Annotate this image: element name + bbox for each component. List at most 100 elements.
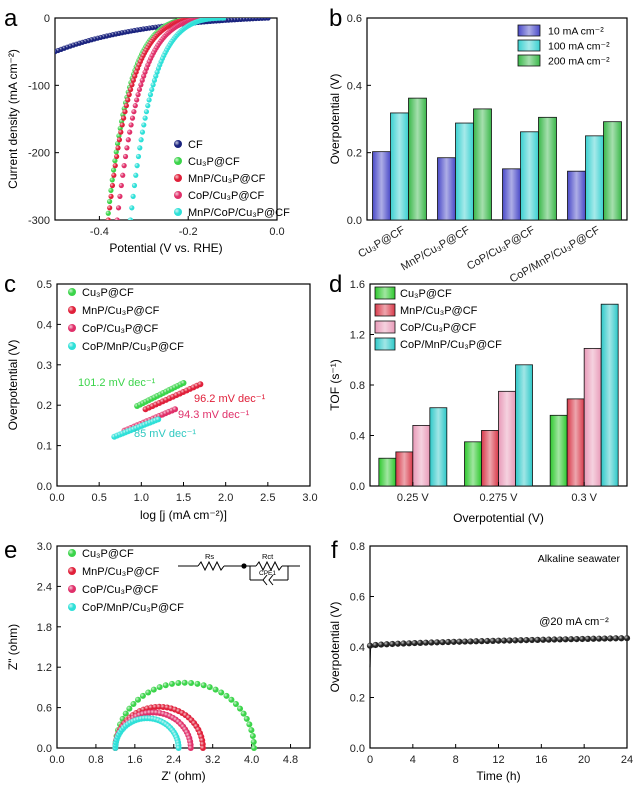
- data-point: [153, 73, 159, 79]
- data-point: [145, 103, 151, 109]
- data-point: [150, 82, 156, 88]
- data-point: [134, 163, 140, 169]
- data-point: [473, 638, 480, 645]
- data-point: [142, 115, 148, 121]
- data-point: [162, 682, 169, 689]
- data-point: [172, 406, 179, 413]
- y-tick-label: 0.4: [350, 642, 365, 654]
- data-point: [478, 638, 485, 645]
- bar: [520, 131, 539, 221]
- data-point: [149, 86, 155, 93]
- data-point: [135, 153, 142, 160]
- data-point: [112, 158, 118, 164]
- y-tick-label: -300: [28, 215, 50, 227]
- x-tick-label: 1.5: [176, 492, 191, 504]
- panel-a-axes: -300 -200 -100 0 -0.4 -0.2 0.0: [28, 13, 285, 238]
- x-tick-label: -0.4: [90, 226, 109, 238]
- data-point: [568, 636, 575, 643]
- y-tick-label: 0.6: [37, 703, 52, 715]
- data-point: [129, 82, 135, 88]
- data-point: [579, 635, 586, 643]
- data-point: [517, 637, 524, 644]
- y-tick-label: 1.2: [350, 330, 365, 342]
- data-point: [122, 153, 129, 160]
- panel-b-legend: 10 mA cm⁻² 100 mA cm⁻² 200 mA cm⁻²: [513, 20, 625, 70]
- y-tick-label: 1.2: [37, 662, 52, 674]
- cpe-label: CPE1: [259, 570, 276, 577]
- data-point: [240, 710, 247, 717]
- data-point: [445, 638, 452, 646]
- legend-marker: [174, 174, 182, 182]
- y-axis-label: Z" (ohm): [6, 624, 20, 670]
- data-point: [168, 680, 175, 687]
- legend-label: 100 mA cm⁻²: [548, 41, 610, 53]
- data-point: [133, 172, 139, 178]
- current-density-annotation: @20 mA cm⁻²: [539, 616, 609, 628]
- data-point: [556, 636, 564, 643]
- data-point: [141, 73, 147, 79]
- y-tick-label: 2.4: [37, 581, 52, 593]
- data-point: [248, 727, 255, 734]
- y-tick-label: 0.6: [350, 592, 365, 604]
- slope-annotation: 101.2 mV dec⁻¹: [78, 377, 156, 389]
- data-point: [450, 638, 457, 645]
- data-point: [138, 137, 144, 143]
- cpe-element: [262, 574, 268, 586]
- x-tick-label: 1.6: [127, 754, 142, 766]
- x-tick-label: 0.8: [88, 754, 103, 766]
- slope-annotation: 85 mV dec⁻¹: [134, 428, 196, 440]
- data-point: [125, 97, 131, 103]
- x-axis-label: Time (h): [476, 769, 520, 783]
- data-point: [122, 710, 129, 717]
- data-point: [116, 137, 123, 143]
- data-point: [128, 122, 134, 128]
- legend-marker: [68, 549, 76, 557]
- data-point: [417, 639, 424, 646]
- legend-marker: [68, 585, 76, 593]
- data-point: [109, 182, 116, 189]
- y-tick-label: 1.6: [350, 279, 365, 291]
- data-point: [439, 639, 446, 646]
- panel-c-series: 101.2 mV dec⁻¹ 96.2 mV dec⁻¹ 94.3 mV dec⁻¹…: [78, 377, 266, 440]
- y-axis-label: Current density (mA cm⁻²): [6, 49, 20, 189]
- x-tick-label: 3.2: [205, 754, 220, 766]
- data-point: [135, 696, 142, 703]
- legend-label: CoP/Cu₃P@CF: [188, 190, 264, 202]
- data-point: [127, 129, 133, 135]
- data-point: [118, 129, 124, 135]
- bar: [429, 407, 448, 487]
- data-point: [433, 639, 441, 646]
- x-tick-label: 20: [578, 754, 590, 766]
- data-point: [250, 738, 257, 745]
- data-point: [139, 692, 146, 699]
- data-point: [180, 379, 187, 386]
- panel-e-axes: 0.0 0.6 1.2 1.8 2.4 3.0 0.0 0.8 1.6 2.4 3.2 4.0 4.8: [37, 541, 311, 766]
- data-point: [118, 182, 124, 189]
- category-label: 0.275 V: [480, 492, 519, 504]
- legend-label: CF: [188, 139, 203, 151]
- y-tick-label: 0.0: [37, 481, 52, 493]
- legend-marker: [174, 157, 182, 165]
- category-label: Cu₃P@CF: [356, 224, 407, 260]
- bar: [549, 414, 568, 487]
- data-point: [119, 122, 125, 128]
- data-point: [156, 684, 163, 691]
- legend-label: CoP/MnP/Cu₃P@CF: [82, 341, 184, 353]
- legend-label: Cu₃P@CF: [82, 548, 134, 560]
- data-point: [251, 745, 258, 751]
- data-point: [500, 637, 508, 644]
- y-tick-label: 3.0: [37, 541, 52, 553]
- data-point: [595, 635, 603, 642]
- x-tick-label: 1.0: [134, 492, 149, 504]
- data-point: [131, 182, 138, 189]
- data-point: [111, 172, 117, 178]
- legend-marker: [68, 324, 76, 332]
- y-tick-label: 0.3: [37, 360, 52, 372]
- slope-annotation: 94.3 mV dec⁻¹: [178, 409, 250, 421]
- legend-label: 10 mA cm⁻²: [548, 26, 604, 38]
- data-point: [175, 680, 182, 687]
- data-point: [124, 145, 130, 151]
- legend-swatch: [517, 54, 541, 67]
- bar: [502, 168, 521, 221]
- legend-label: Cu₃P@CF: [82, 287, 134, 299]
